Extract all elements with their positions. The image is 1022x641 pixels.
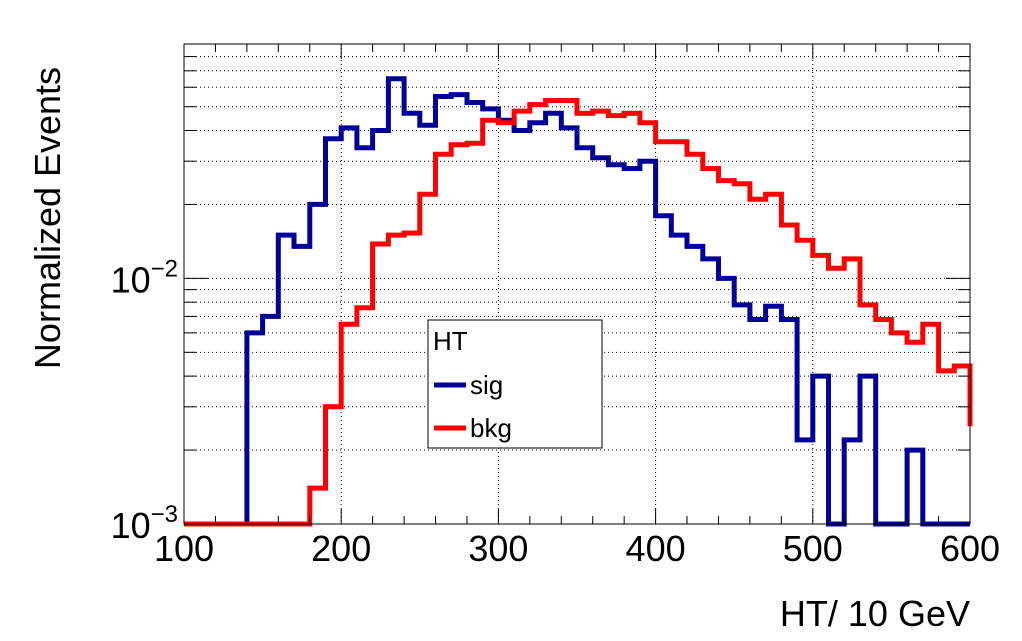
x-tick-label: 300 <box>468 528 528 569</box>
series-sig-line <box>184 76 970 527</box>
y-tick-label: 10−2 <box>111 255 178 300</box>
y-tick-label: 10−3 <box>111 501 178 546</box>
x-tick-label: 200 <box>311 528 371 569</box>
legend: HT sig bkg <box>427 319 603 449</box>
axis-ticks <box>183 43 971 525</box>
x-tick-label: 600 <box>940 528 1000 569</box>
y-axis-title: Normalized Events <box>27 67 68 369</box>
x-tick-label: 500 <box>783 528 843 569</box>
series-layer <box>184 76 973 527</box>
y-tick-labels: 10−3 10−2 <box>111 255 178 546</box>
x-axis-title: HT/ 10 GeV <box>780 593 970 634</box>
legend-sig-label: sig <box>470 370 503 400</box>
legend-header: HT <box>433 326 468 356</box>
x-tick-label: 400 <box>626 528 686 569</box>
legend-bkg-label: bkg <box>470 413 512 443</box>
series-bkg-line <box>184 98 973 527</box>
plot-frame <box>183 43 971 525</box>
x-tick-label: 100 <box>154 528 214 569</box>
x-tick-labels: 100 200 300 400 500 600 <box>154 528 1000 569</box>
